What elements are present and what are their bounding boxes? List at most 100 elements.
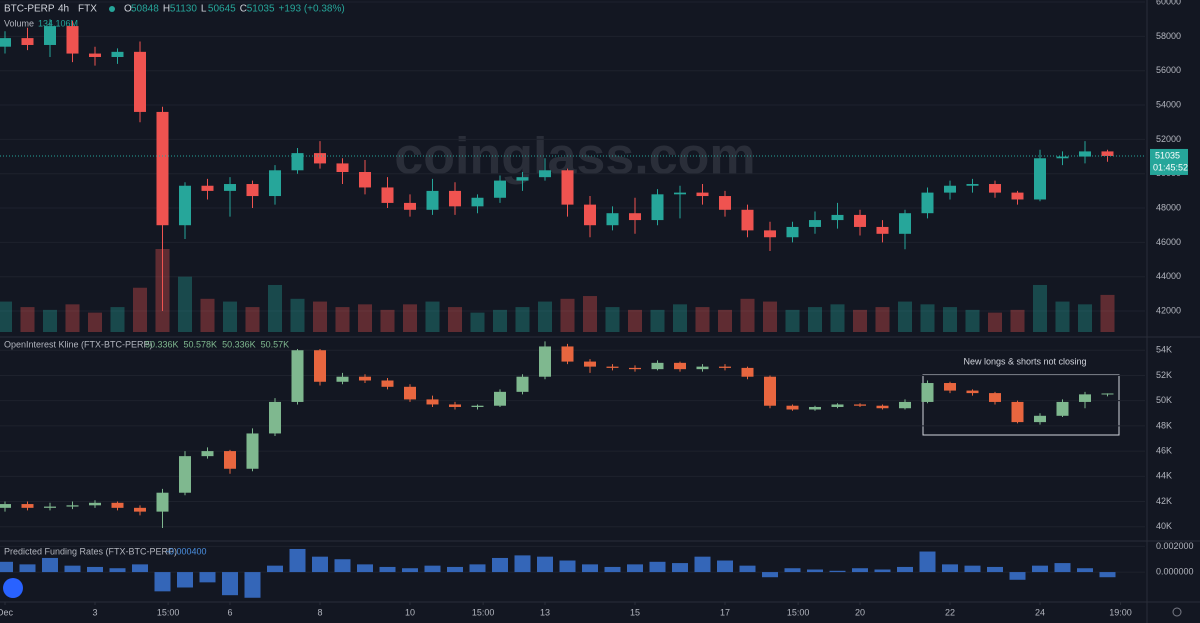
candle-body [134, 507, 146, 512]
volume-bar [223, 301, 237, 332]
candle-body [494, 180, 506, 198]
candle-body [179, 456, 191, 493]
volume-bar [965, 309, 980, 332]
funding-bar [42, 557, 58, 573]
candle-body [1056, 401, 1069, 416]
candle-body [696, 366, 709, 370]
candle-body [966, 184, 979, 186]
funding-bar [334, 559, 351, 573]
volume-bar [0, 301, 12, 332]
candle-body [134, 51, 146, 112]
candle-body [1079, 394, 1091, 402]
volume-bar [605, 307, 620, 332]
volume-bar [470, 312, 485, 332]
volume-bar [425, 301, 440, 332]
candle-body [764, 230, 776, 238]
candle-body [854, 404, 866, 406]
funding-bar [469, 564, 486, 573]
funding-bar [447, 566, 463, 573]
candle-body [899, 401, 911, 409]
ohlc-value: 50848 [131, 4, 159, 15]
candle-body [651, 194, 664, 221]
candle-body [246, 433, 259, 469]
funding-bar [154, 572, 171, 592]
candle-body [201, 185, 214, 191]
candle-body [21, 504, 34, 508]
volume-bar [853, 309, 867, 332]
volume-bar [245, 307, 260, 332]
volume-bar [1010, 309, 1025, 332]
candle-body [269, 401, 281, 434]
candle-body [494, 391, 506, 406]
funding-bar [649, 561, 666, 573]
volume-bar [538, 301, 552, 332]
funding-bar [1009, 572, 1026, 580]
candle-body [539, 346, 551, 377]
volume-bar [1033, 284, 1047, 332]
candle-body [111, 51, 124, 57]
volume-bar [20, 307, 35, 332]
volume-bar [695, 307, 710, 332]
candle-body [854, 214, 866, 227]
x-tick-label: 15:00 [472, 607, 495, 617]
funding-bar [222, 572, 238, 596]
volume-bar [43, 309, 57, 332]
volume-bar [493, 309, 507, 332]
ohlc-letter: H [163, 4, 170, 15]
x-tick-label: 8 [317, 607, 322, 617]
x-tick-label: 15 [630, 607, 640, 617]
funding-bar [694, 556, 711, 573]
candle-body [1011, 401, 1024, 423]
volume-bar [718, 309, 732, 332]
funding-bar [717, 560, 733, 573]
price-tag [1150, 148, 1188, 175]
candle-body [989, 393, 1001, 402]
volume-bar [1055, 301, 1070, 332]
y-tick-label: 48K [1156, 420, 1172, 430]
volume-bar [313, 301, 327, 332]
volume-bar [628, 309, 642, 332]
funding-bar [132, 564, 148, 573]
volume-bar [920, 304, 935, 332]
volume-bar [560, 298, 575, 332]
candle-body [381, 187, 394, 203]
candle-body [291, 350, 304, 402]
candle-body [66, 505, 79, 507]
funding-bar [559, 560, 576, 573]
y-tick-label: 44K [1156, 471, 1172, 481]
volume-bar [740, 298, 755, 332]
volume-bar [110, 307, 125, 332]
candle-body [629, 213, 641, 221]
funding-bar [357, 564, 373, 573]
volume-bar [380, 309, 395, 332]
change: +193 (+0.38%) [279, 4, 345, 15]
y-tick-label: 54K [1156, 345, 1172, 355]
watermark: coinglass.com [394, 128, 755, 186]
candle-body [1034, 415, 1046, 423]
volume-bar [448, 307, 462, 332]
candle-body [584, 361, 596, 367]
candle-body [224, 451, 236, 469]
x-tick-label: 15:00 [157, 607, 180, 617]
y-tick-label: 46000 [1156, 237, 1181, 247]
funding-bar [199, 572, 216, 583]
funding-bar [514, 555, 531, 573]
funding-bar [402, 568, 418, 573]
y-tick-label: 56000 [1156, 65, 1181, 75]
candle-body [741, 367, 754, 377]
y-tick-label: 44000 [1156, 271, 1181, 281]
y-tick-label: 0.002000 [1156, 541, 1194, 551]
settings-icon[interactable] [1172, 607, 1182, 617]
funding-bar [964, 565, 981, 573]
y-tick-label: 58000 [1156, 31, 1181, 41]
candle-body [381, 380, 394, 387]
funding-bar [1099, 572, 1116, 578]
candle-body [156, 111, 169, 226]
ohlc-value: 51130 [170, 4, 198, 15]
funding-bar [244, 572, 261, 598]
y-tick-label: 42K [1156, 496, 1172, 506]
candle-body [0, 38, 11, 47]
candle-body [831, 404, 844, 407]
funding-bar [852, 568, 868, 573]
volume-value: 134.106M [38, 18, 78, 28]
